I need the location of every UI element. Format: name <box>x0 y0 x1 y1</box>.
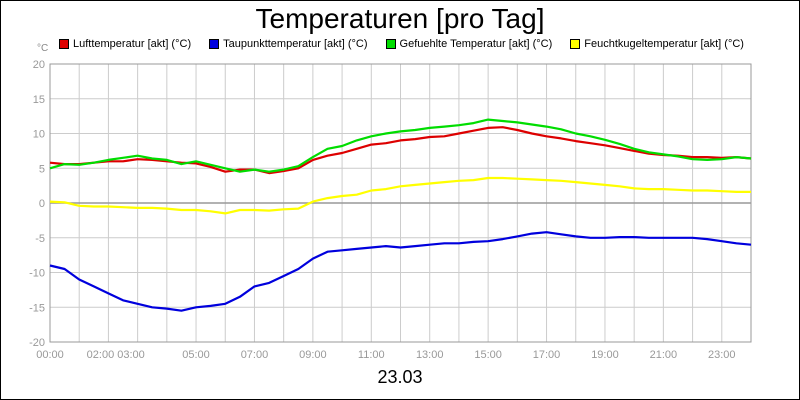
legend-swatch-yellow <box>570 39 581 49</box>
x-tick-label: 21:00 <box>650 349 678 361</box>
legend-label: Feuchtkugeltemperatur [akt] (°C) <box>584 38 744 50</box>
x-tick-label: 09:00 <box>299 349 327 361</box>
y-tick-label: 0 <box>39 198 45 210</box>
y-tick-label: -15 <box>29 302 45 314</box>
legend-label: Gefuehlte Temperatur [akt] (°C) <box>399 38 553 50</box>
legend-label: Taupunkttemperatur [akt] (°C) <box>223 38 368 50</box>
x-tick-label: 13:00 <box>416 349 444 361</box>
chart-title: Temperaturen [pro Tag] <box>255 3 545 34</box>
y-tick-label: -5 <box>35 233 45 245</box>
legend-label: Lufttemperatur [akt] (°C) <box>73 38 192 50</box>
legend: Lufttemperatur [akt] (°C) Taupunkttemper… <box>59 37 762 51</box>
y-tick-label: 20 <box>33 59 45 71</box>
legend-item-feuchtkugeltemperatur: Feuchtkugeltemperatur [akt] (°C) <box>570 37 744 51</box>
legend-item-lufttemperatur: Lufttemperatur [akt] (°C) <box>59 37 191 51</box>
x-tick-label: 02:00 03:00 <box>87 349 145 361</box>
x-tick-label: 11:00 <box>358 349 385 361</box>
x-tick-label: 17:00 <box>533 349 561 361</box>
plot-border <box>49 63 752 343</box>
y-tick-label: 10 <box>33 129 45 141</box>
x-tick-label: 07:00 <box>241 349 269 361</box>
y-axis-unit: °C <box>37 43 49 54</box>
legend-item-taupunkttemperatur: Taupunkttemperatur [akt] (°C) <box>209 37 368 51</box>
x-tick-label: 19:00 <box>591 349 619 361</box>
legend-swatch-blue <box>209 39 220 49</box>
legend-item-gefuehlte-temperatur: Gefuehlte Temperatur [akt] (°C) <box>385 37 553 51</box>
x-tick-label: 23:00 <box>708 349 736 361</box>
series-line-2 <box>49 118 752 173</box>
legend-swatch-green <box>385 39 396 49</box>
series-line-1 <box>49 231 752 312</box>
y-tick-label: 5 <box>39 163 45 175</box>
x-axis-date-label: 23.03 <box>377 367 423 387</box>
series-line-0 <box>49 126 752 175</box>
legend-swatch-red <box>59 39 69 49</box>
series-line-3 <box>49 176 751 215</box>
y-tick-label: -20 <box>29 337 45 349</box>
x-tick-label: 00:00 <box>36 349 64 361</box>
y-tick-label: -10 <box>29 268 45 280</box>
x-tick-label: 05:00 <box>182 349 210 361</box>
y-tick-label: 15 <box>33 94 45 106</box>
x-tick-label: 15:00 <box>474 349 502 361</box>
